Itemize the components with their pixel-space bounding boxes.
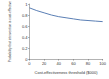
svg-text:80: 80 xyxy=(86,61,91,66)
svg-text:Cost-effectiveness threshold (: Cost-effectiveness threshold ($000) xyxy=(35,70,99,75)
svg-text:Probability that intervention: Probability that intervention is cost-ef… xyxy=(8,1,12,62)
svg-text:0.8: 0.8 xyxy=(22,13,28,18)
svg-text:0: 0 xyxy=(28,61,31,66)
svg-text:60: 60 xyxy=(71,61,76,66)
svg-text:40: 40 xyxy=(57,61,62,66)
svg-text:0.6: 0.6 xyxy=(22,24,28,29)
svg-text:0.2: 0.2 xyxy=(22,46,28,51)
svg-text:20: 20 xyxy=(42,61,47,66)
svg-text:0.4: 0.4 xyxy=(22,35,28,40)
svg-text:0: 0 xyxy=(25,56,28,62)
svg-text:100: 100 xyxy=(99,61,106,66)
svg-text:1: 1 xyxy=(25,2,28,7)
